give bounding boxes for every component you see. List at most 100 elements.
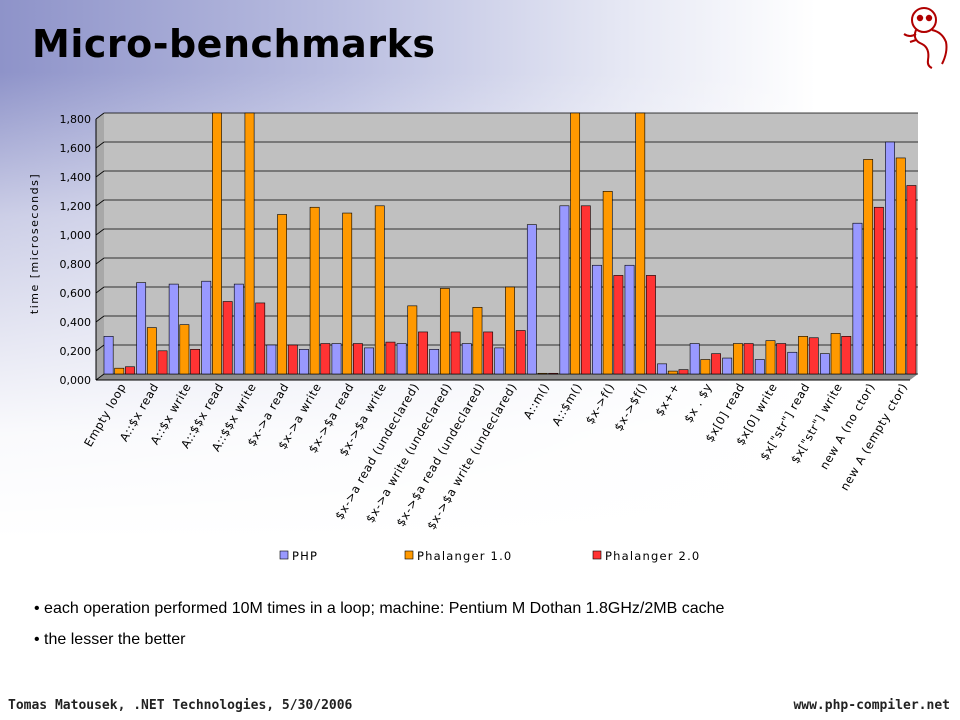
bar bbox=[635, 112, 646, 375]
bar bbox=[244, 112, 255, 375]
bullet-item: • the lesser the better bbox=[34, 631, 186, 648]
gridline-wall bbox=[95, 199, 105, 207]
bar bbox=[852, 222, 863, 375]
bar bbox=[157, 350, 168, 375]
plot-side-wall bbox=[96, 113, 104, 380]
bar bbox=[678, 369, 689, 375]
bar bbox=[233, 283, 244, 375]
y-tick-label: 1,800 bbox=[60, 113, 92, 126]
gridline-wall bbox=[95, 141, 105, 149]
bar bbox=[309, 206, 320, 375]
legend-swatch bbox=[279, 550, 289, 560]
bar bbox=[624, 264, 635, 375]
x-tick-label: A::m() bbox=[520, 381, 552, 422]
bar bbox=[906, 185, 917, 375]
bar bbox=[722, 357, 733, 375]
bar bbox=[342, 212, 353, 375]
footer-url: www.php-compiler.net bbox=[793, 698, 950, 713]
bar bbox=[700, 359, 711, 375]
bar bbox=[776, 343, 787, 375]
bar bbox=[266, 344, 277, 375]
y-tick-label: 0,200 bbox=[60, 345, 92, 358]
bar bbox=[711, 353, 721, 375]
bar bbox=[733, 343, 743, 375]
bar bbox=[418, 331, 428, 375]
bar bbox=[114, 367, 125, 375]
bar bbox=[494, 347, 505, 375]
bar bbox=[765, 340, 776, 375]
bar bbox=[407, 305, 418, 375]
bar bbox=[798, 336, 808, 375]
bar bbox=[808, 337, 819, 375]
bar bbox=[613, 275, 624, 375]
y-tick-label: 0,800 bbox=[60, 258, 92, 271]
bullet-list: • each operation performed 10M times in … bbox=[34, 600, 724, 662]
bar bbox=[863, 159, 874, 375]
bar bbox=[125, 366, 135, 375]
bar bbox=[287, 344, 298, 375]
bar bbox=[830, 333, 841, 375]
gridline-wall bbox=[95, 257, 105, 265]
bar bbox=[819, 353, 830, 375]
y-tick-label: 1,000 bbox=[60, 229, 92, 242]
bar bbox=[570, 112, 581, 375]
gridline-wall bbox=[95, 170, 105, 178]
y-tick-label: 1,200 bbox=[60, 200, 92, 213]
bar bbox=[515, 330, 526, 375]
bar bbox=[385, 341, 396, 375]
gridline-wall bbox=[95, 228, 105, 236]
bar bbox=[754, 359, 765, 375]
slide-title: Micro-benchmarks bbox=[32, 22, 436, 66]
bar bbox=[439, 288, 450, 375]
gridline-wall bbox=[95, 112, 105, 120]
bar bbox=[472, 307, 483, 375]
bar bbox=[743, 343, 754, 375]
y-tick-label: 0,400 bbox=[60, 316, 92, 329]
bar bbox=[657, 363, 667, 375]
bar bbox=[841, 336, 852, 375]
legend-label: Phalanger 2.0 bbox=[605, 549, 700, 563]
y-tick-label: 0,000 bbox=[60, 374, 92, 387]
bar bbox=[526, 224, 537, 375]
bar bbox=[103, 336, 114, 375]
bar bbox=[277, 214, 287, 375]
x-tick-label: $x->f() bbox=[583, 381, 618, 427]
bar bbox=[299, 349, 309, 375]
bar bbox=[450, 331, 461, 375]
bar bbox=[602, 191, 613, 375]
elephant-logo-icon bbox=[903, 7, 948, 69]
bar bbox=[396, 343, 407, 375]
gridline-wall bbox=[95, 373, 105, 381]
bar bbox=[548, 372, 559, 375]
legend-swatch bbox=[404, 550, 414, 560]
gridline-wall bbox=[95, 344, 105, 352]
bar bbox=[255, 302, 266, 375]
bar bbox=[364, 347, 374, 375]
y-tick-label: 1,400 bbox=[60, 171, 92, 184]
benchmark-chart: 0,000 0,200 0,400 0,600 0,800 1,000 1,200 1,400… bbox=[28, 112, 918, 563]
x-tick-label: $x . $y bbox=[681, 381, 715, 426]
bar bbox=[580, 205, 591, 375]
bar bbox=[222, 301, 233, 375]
x-tick-label: $x->$f() bbox=[611, 381, 650, 434]
legend-label: Phalanger 1.0 bbox=[417, 549, 512, 563]
x-tick-label: A::$m() bbox=[549, 381, 585, 429]
bar bbox=[201, 280, 212, 375]
bar bbox=[320, 343, 331, 375]
bar bbox=[429, 349, 440, 375]
x-tick-label: $x++ bbox=[652, 381, 682, 419]
bar bbox=[592, 264, 602, 375]
bullet-item: • each operation performed 10M times in … bbox=[34, 600, 725, 617]
bar bbox=[331, 343, 342, 375]
bar bbox=[537, 372, 548, 375]
y-tick-label: 0,600 bbox=[60, 287, 92, 300]
bar bbox=[168, 283, 179, 375]
bar bbox=[374, 205, 385, 375]
bar bbox=[179, 324, 190, 375]
bullet-text: each operation performed 10M times in a … bbox=[44, 600, 725, 617]
bar bbox=[352, 343, 363, 375]
bar bbox=[873, 206, 884, 375]
bar bbox=[483, 331, 494, 375]
bar bbox=[646, 275, 656, 375]
bar bbox=[559, 205, 570, 375]
